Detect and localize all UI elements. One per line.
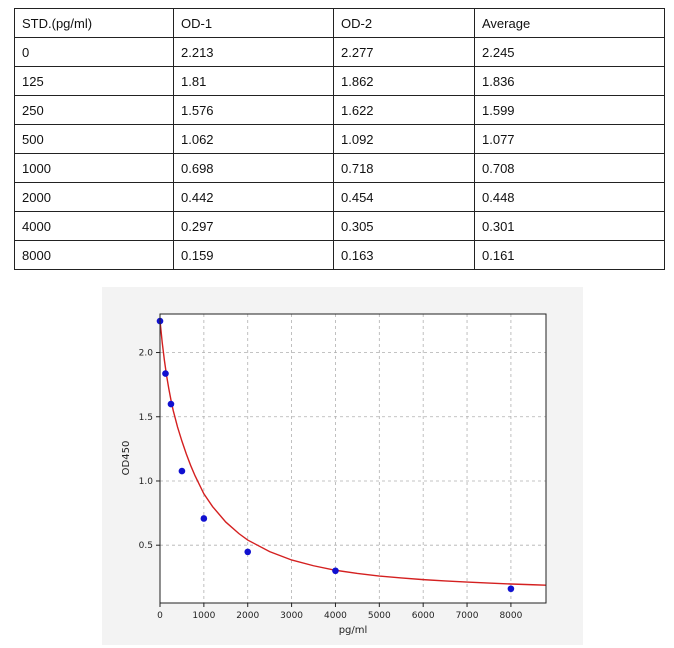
grid-lines (159, 314, 546, 603)
y-tick-label: 0.5 (139, 541, 153, 551)
table-cell: 4000 (14, 211, 174, 241)
table-row: 2000 0.442 0.454 0.448 (14, 182, 665, 212)
y-tick-label: 2.0 (139, 349, 154, 359)
table-cell: 0.297 (173, 211, 334, 241)
table-cell: 125 (14, 66, 174, 96)
data-point (167, 400, 175, 408)
table-cell: 0.305 (333, 211, 475, 241)
table-cell: 2.213 (173, 37, 334, 67)
x-tick-label: 5000 (368, 611, 391, 621)
table-cell: 1.576 (173, 95, 334, 125)
table-cell: 0.161 (474, 240, 665, 270)
table-cell: 2.277 (333, 37, 475, 67)
table-cell: 0.301 (474, 211, 665, 241)
table-cell: 1.062 (173, 124, 334, 154)
standard-curve-table: STD.(pg/ml) OD-1 OD-2 Average 0 2.213 2.… (14, 8, 665, 270)
fit-curve-line (159, 320, 547, 586)
table-cell: 1.81 (173, 66, 334, 96)
table-row: 1000 0.698 0.718 0.708 (14, 153, 665, 183)
table-cell: 1.836 (474, 66, 665, 96)
table-cell: 0.163 (333, 240, 475, 270)
table-row: 8000 0.159 0.163 0.161 (14, 240, 665, 270)
table-cell: 1.599 (474, 95, 665, 125)
data-point (200, 515, 208, 522)
x-tick-label: 2000 (236, 611, 259, 621)
table-cell: 250 (14, 95, 174, 125)
axes: 0 1000 2000 3000 4000 5000 6000 7000 8000 0.5 1.0 1… (139, 349, 523, 621)
x-tick-label: 4000 (324, 611, 347, 621)
data-point (178, 467, 186, 475)
x-tick-label: 8000 (499, 611, 522, 621)
table-cell: 2000 (14, 182, 174, 212)
table-cell: 1.077 (474, 124, 665, 154)
x-tick-label: 6000 (412, 611, 435, 621)
column-header-od2: OD-2 (333, 8, 475, 38)
data-point (244, 548, 252, 556)
table-header-row: STD.(pg/ml) OD-1 OD-2 Average (14, 8, 665, 38)
data-point (162, 370, 169, 377)
y-tick-label: 1.0 (139, 477, 154, 487)
table-cell: 2.245 (474, 37, 665, 67)
data-point (507, 585, 515, 593)
table-cell: 0.698 (173, 153, 334, 183)
table-cell: 1.092 (333, 124, 475, 154)
table-cell: 0 (14, 37, 174, 67)
x-tick-label: 7000 (456, 611, 479, 621)
y-tick-label: 1.5 (139, 413, 153, 423)
table-row: 250 1.576 1.622 1.599 (14, 95, 665, 125)
table-row: 125 1.81 1.862 1.836 (14, 66, 665, 96)
table-row: 500 1.062 1.092 1.077 (14, 124, 665, 154)
table-cell: 1000 (14, 153, 174, 183)
x-tick-label: 1000 (192, 611, 215, 621)
table-cell: 500 (14, 124, 174, 154)
plot-area (160, 314, 546, 603)
table-cell: 1.862 (333, 66, 475, 96)
table-cell: 0.159 (173, 240, 334, 270)
column-header-std: STD.(pg/ml) (14, 8, 174, 38)
table-row: 0 2.213 2.277 2.245 (14, 37, 665, 67)
table-row: 4000 0.297 0.305 0.301 (14, 211, 665, 241)
table-cell: 8000 (14, 240, 174, 270)
table-cell: 0.448 (474, 182, 665, 212)
x-tick-label: 3000 (280, 611, 303, 621)
x-axis-label: pg/ml (339, 625, 368, 636)
fit-curve-layer (159, 320, 547, 586)
standard-curve-chart-panel: 0 1000 2000 3000 4000 5000 6000 7000 8000 0.5 1.0 1… (102, 287, 583, 645)
table-cell: 0.454 (333, 182, 475, 212)
y-axis-label: OD450 (121, 441, 132, 476)
column-header-average: Average (474, 8, 665, 38)
standard-curve-chart: 0 1000 2000 3000 4000 5000 6000 7000 8000 0.5 1.0 1… (121, 313, 547, 636)
column-header-od1: OD-1 (173, 8, 334, 38)
data-point (332, 567, 339, 575)
table-cell: 0.718 (333, 153, 475, 183)
table-cell: 0.708 (474, 153, 665, 183)
plot-frame (159, 313, 547, 604)
table-cell: 1.622 (333, 95, 475, 125)
table-cell: 0.442 (173, 182, 334, 212)
x-tick-label: 0 (157, 611, 163, 621)
